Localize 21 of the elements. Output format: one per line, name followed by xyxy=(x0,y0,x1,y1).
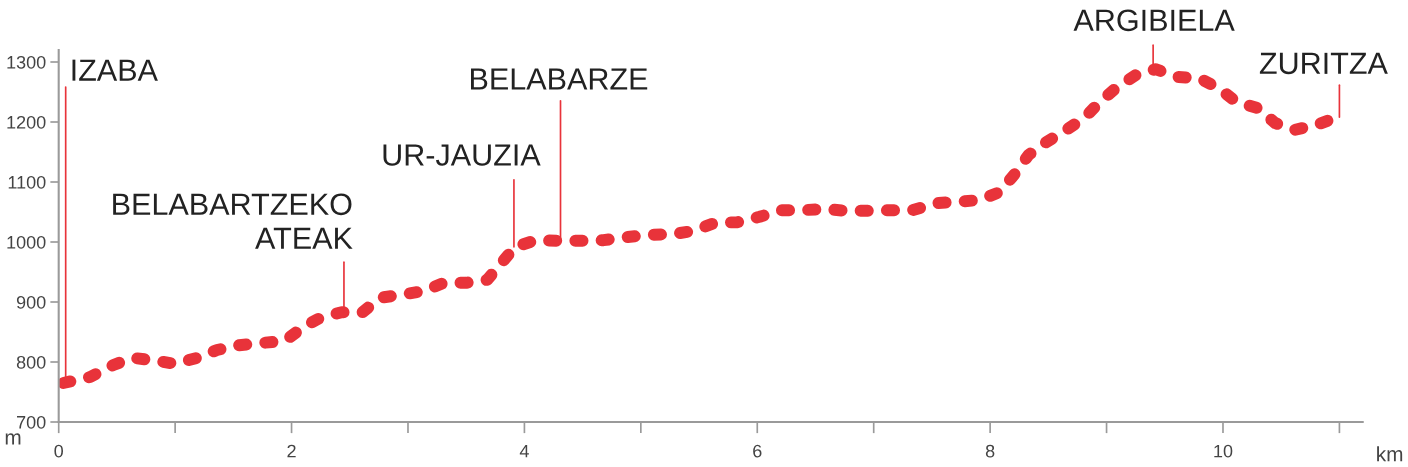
x-tick-label: 4 xyxy=(519,444,529,458)
annotation: BELABARZE xyxy=(471,68,648,90)
annotation: ZURITZA xyxy=(1259,52,1388,75)
y-tick-label: 700 xyxy=(17,415,46,429)
y-tick-label: 900 xyxy=(16,295,46,309)
y-tick-label: 1100 xyxy=(8,175,46,189)
x-tick-label: 2 xyxy=(287,444,296,458)
x-tick-label: 6 xyxy=(753,444,762,458)
x-tick-label: 0 xyxy=(54,444,64,458)
y-tick-label: 1200 xyxy=(7,115,46,129)
annotation: IZABA xyxy=(72,59,158,81)
y-tick-label: 800 xyxy=(16,355,46,369)
x-tick-label: 8 xyxy=(985,444,995,458)
y-axis-title: m xyxy=(5,433,21,445)
y-tick-label: 1300 xyxy=(7,55,46,69)
annotation: ARGIBIELA xyxy=(1073,9,1235,32)
annotation: BELABARTZEKO ATEAK xyxy=(113,193,353,249)
x-tick-label: 10 xyxy=(1214,444,1233,458)
x-axis-title: km xyxy=(1377,446,1403,462)
annotation: UR-JAUZIA xyxy=(383,144,541,166)
y-tick-label: 1000 xyxy=(7,235,46,249)
